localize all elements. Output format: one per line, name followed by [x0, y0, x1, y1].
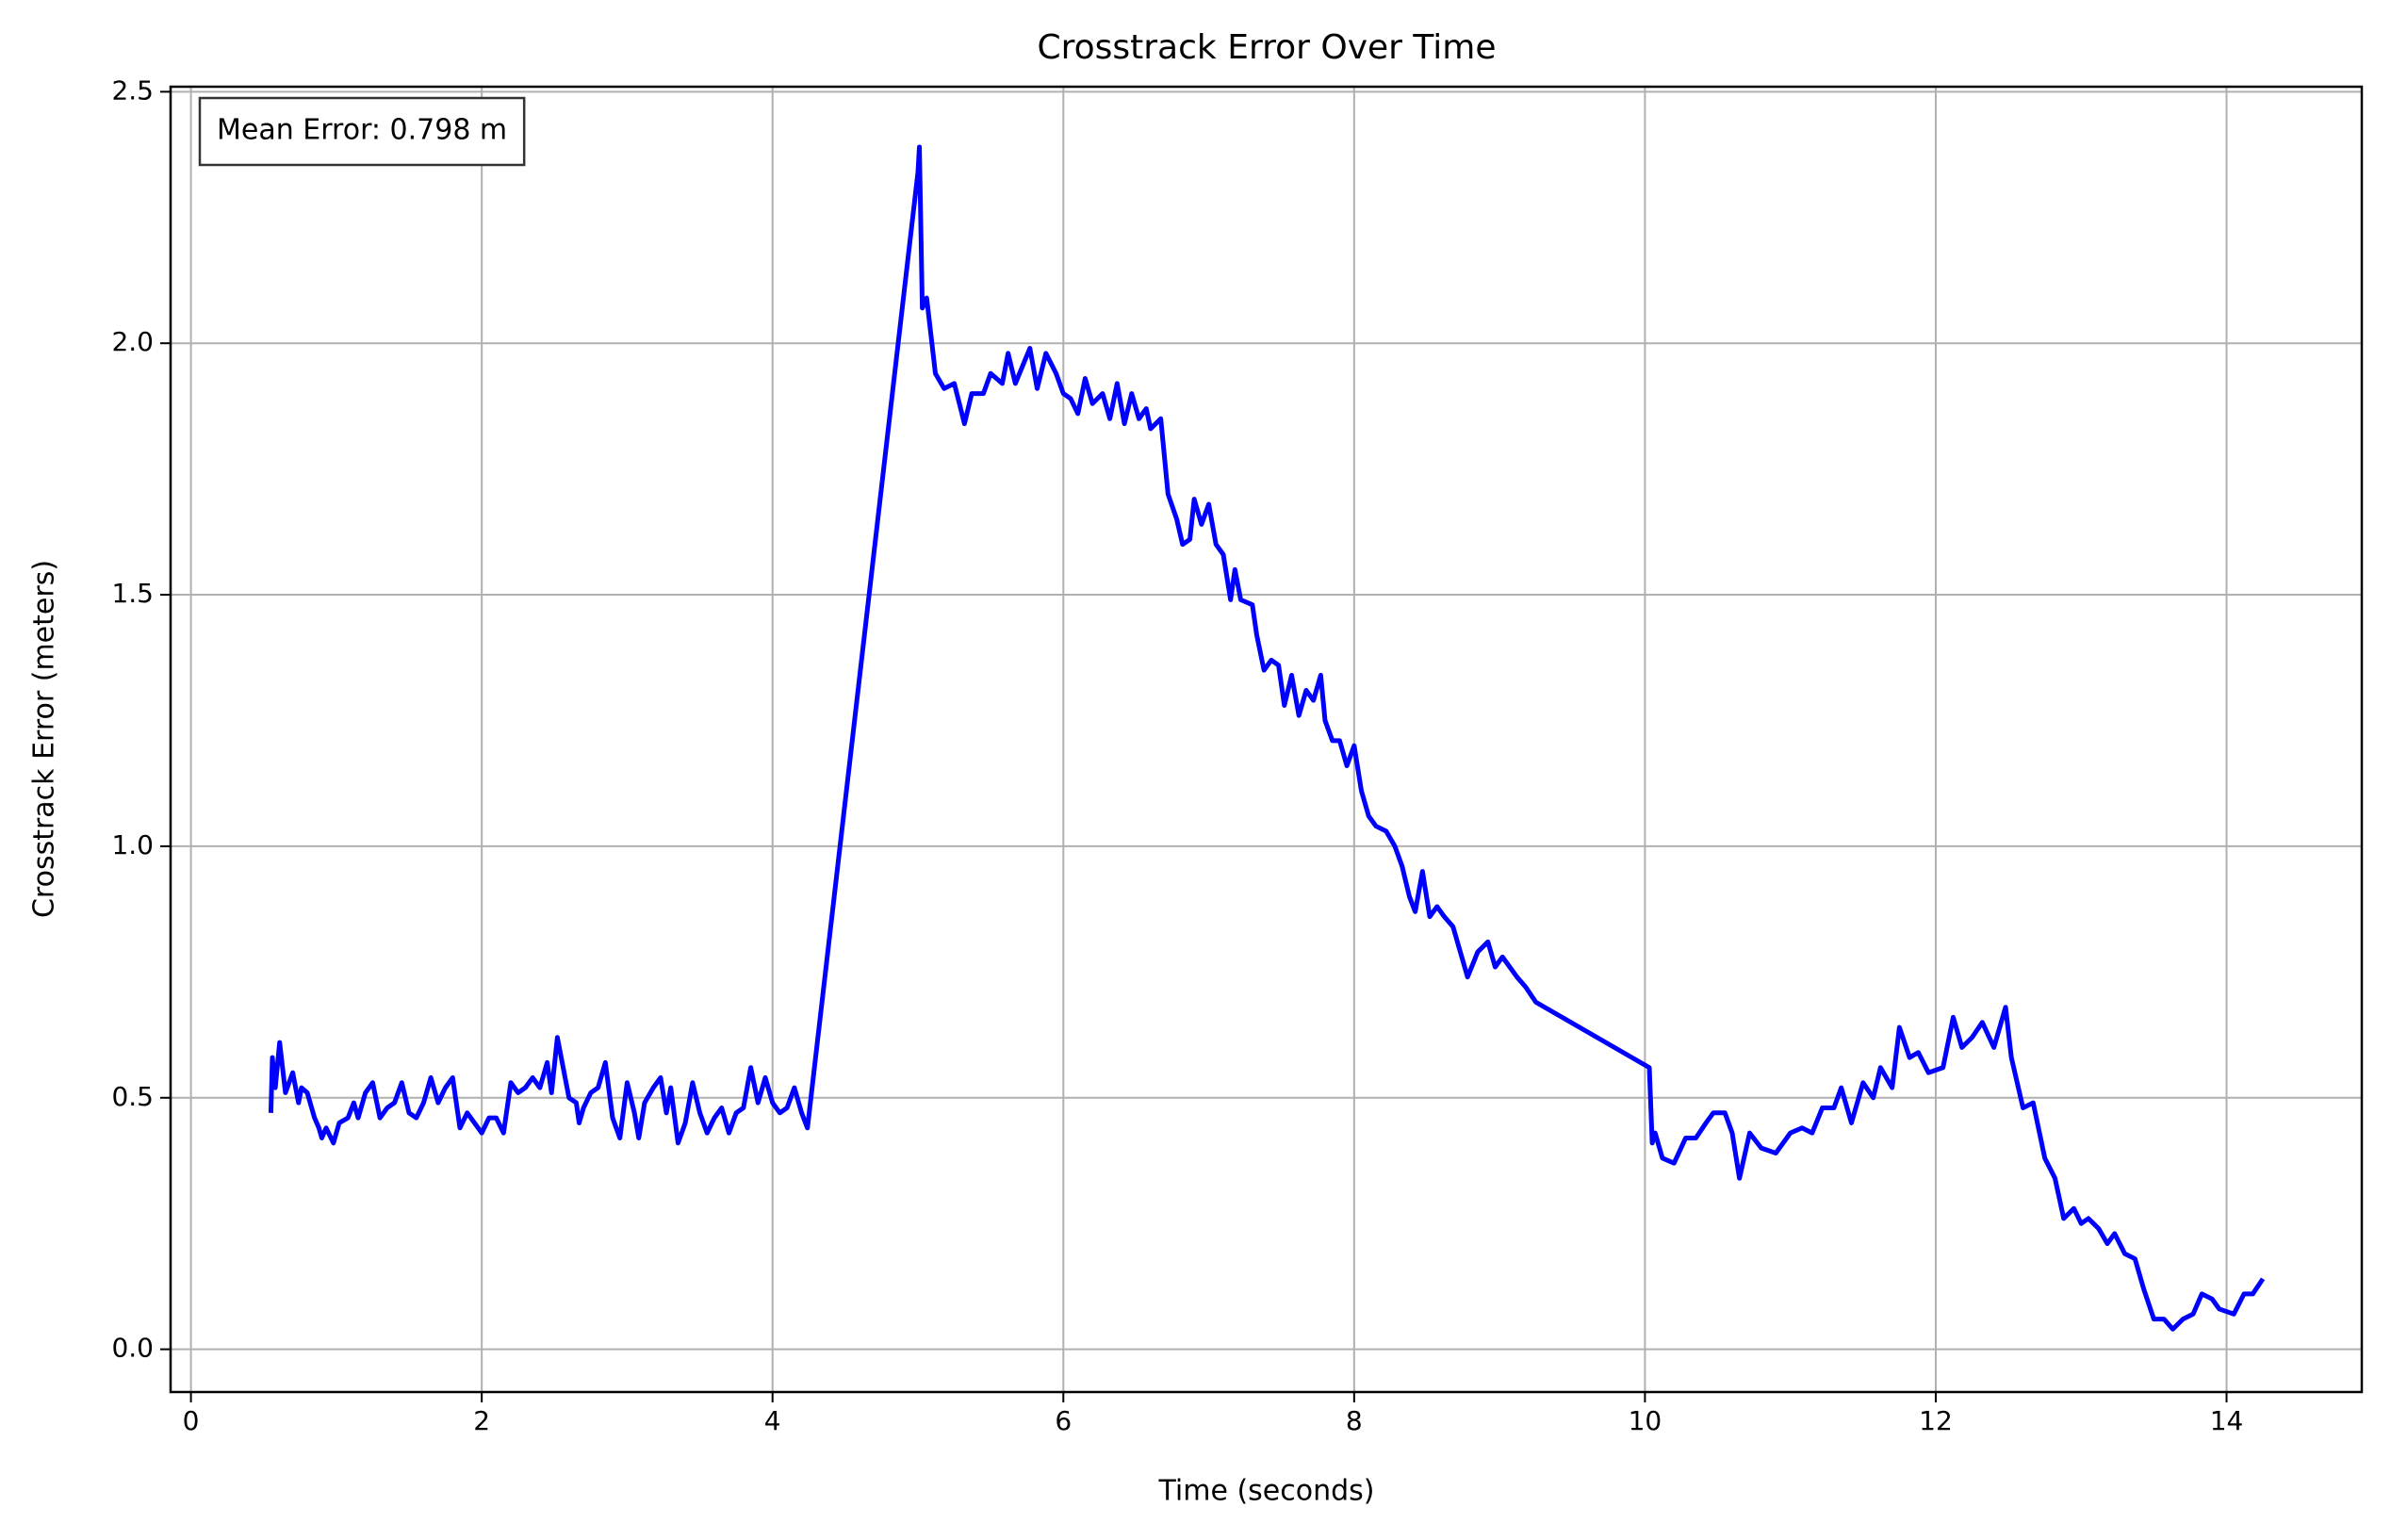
- annotation-box: [198, 96, 526, 167]
- y-tick-label: 2.5: [111, 74, 154, 106]
- y-tick-label: 1.5: [111, 578, 154, 609]
- x-tick-label: 6: [1055, 1405, 1072, 1436]
- x-tick-label: 10: [1629, 1405, 1662, 1436]
- y-axis-label: Crosstrack Error (meters): [28, 560, 61, 918]
- axes-frame: [169, 85, 2364, 1394]
- x-tick-label: 4: [764, 1405, 781, 1436]
- data-line: [268, 144, 2266, 1332]
- annotation-text: Mean Error: 0.798 m: [217, 114, 507, 147]
- chart-title: Crosstrack Error Over Time: [1037, 28, 1496, 67]
- x-tick-label: 0: [183, 1405, 200, 1436]
- y-tick-label: 2.0: [111, 326, 154, 357]
- y-tick-label: 0.5: [111, 1081, 154, 1112]
- x-tick-label: 14: [2210, 1405, 2244, 1436]
- x-tick-label: 12: [1919, 1405, 1953, 1436]
- y-tick-label: 0.0: [111, 1333, 154, 1364]
- x-axis-label: Time (seconds): [1158, 1475, 1375, 1508]
- x-tick-label: 8: [1346, 1405, 1363, 1436]
- y-tick-label: 1.0: [111, 829, 154, 860]
- x-tick-label: 2: [473, 1405, 490, 1436]
